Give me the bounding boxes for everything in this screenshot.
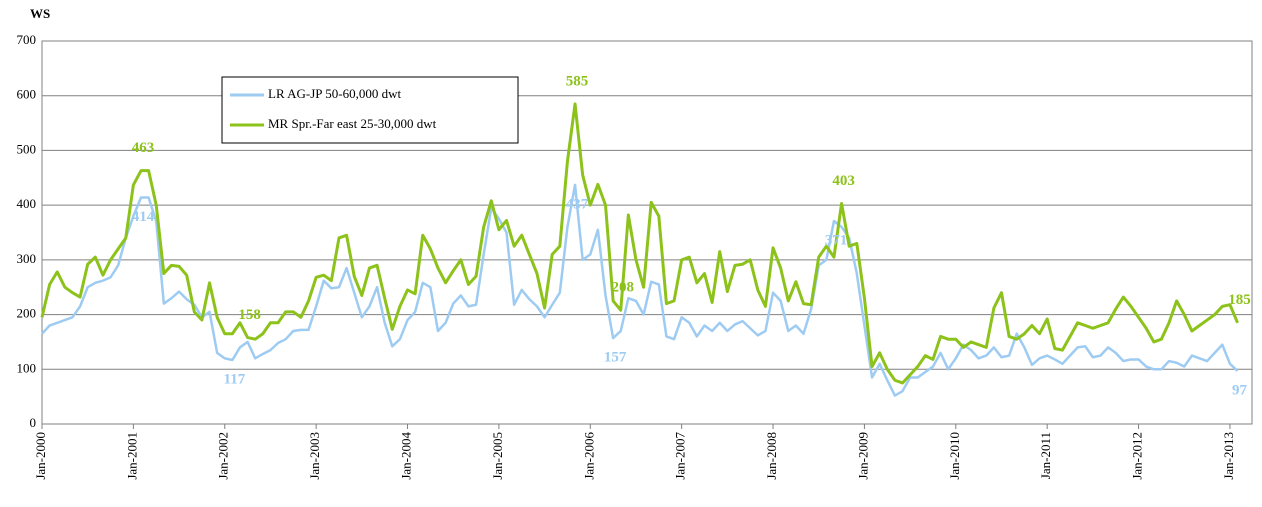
data-label: 208 (611, 280, 634, 296)
legend-label: LR AG-JP 50-60,000 dwt (268, 86, 402, 101)
data-label: 97 (1232, 382, 1248, 398)
x-tick-label: Jan-2009 (855, 432, 870, 480)
legend: LR AG-JP 50-60,000 dwt MR Spr.-Far east 2… (221, 76, 519, 144)
data-label: 437 (566, 196, 589, 212)
y-tick-label: 0 (30, 415, 37, 430)
x-tick-label: Jan-2000 (33, 432, 48, 480)
x-tick-label: Jan-2002 (216, 432, 231, 480)
y-tick-label: 500 (17, 141, 37, 156)
data-label: 585 (566, 73, 589, 89)
data-label: 117 (224, 371, 246, 387)
y-tick-label: 600 (17, 87, 37, 102)
data-label: 403 (832, 173, 855, 189)
x-tick-label: Jan-2013 (1221, 432, 1236, 480)
x-tick-label: Jan-2007 (673, 432, 688, 480)
legend-box (221, 76, 519, 144)
data-label: 158 (238, 307, 261, 323)
y-tick-label: 100 (17, 360, 37, 375)
y-tick-label: 200 (17, 306, 37, 321)
series-line (41, 183, 1239, 397)
plot-frame (41, 40, 1253, 425)
x-tick-label: Jan-2010 (947, 432, 962, 480)
data-label: 463 (132, 140, 155, 156)
legend-label: MR Spr.-Far east 25-30,000 dwt (268, 116, 437, 131)
series-line (40, 102, 1239, 385)
x-tick-label: Jan-2001 (124, 432, 139, 480)
x-tick-label: Jan-2011 (1038, 432, 1053, 479)
y-tick-label: 400 (17, 196, 37, 211)
x-tick-label: Jan-2012 (1130, 432, 1145, 480)
y-tick-label: 300 (17, 251, 37, 266)
x-tick-label: Jan-2005 (490, 432, 505, 480)
y-axis-label: WS (30, 6, 50, 21)
data-label: 414 (132, 209, 155, 225)
y-tick-label: 700 (17, 32, 37, 47)
x-tick-label: Jan-2008 (764, 432, 779, 480)
x-tick-label: Jan-2004 (399, 432, 414, 480)
x-tick-label: Jan-2003 (307, 432, 322, 480)
x-tick-label: Jan-2006 (581, 432, 596, 480)
data-label: 185 (1228, 292, 1251, 308)
data-label: 157 (604, 350, 627, 366)
data-label: 371 (825, 232, 848, 248)
